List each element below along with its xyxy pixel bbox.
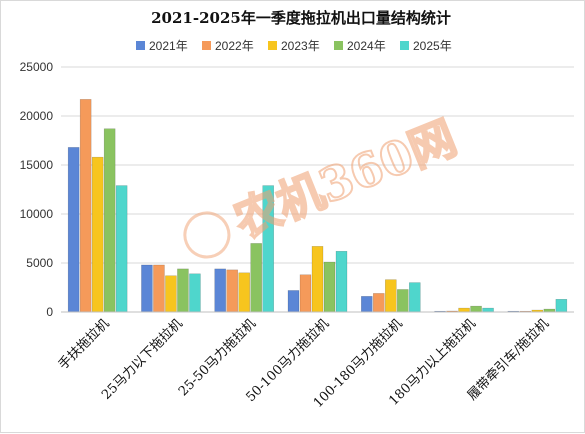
x-category-label: 25马力以下拖拉机 [99,316,186,403]
legend-swatch [400,41,409,50]
x-axis-labels: 手扶拖拉机25马力以下拖拉机25-50马力拖拉机50-100马力拖拉机100-1… [56,316,552,411]
legend-label: 2025年 [413,39,452,53]
bar [323,261,336,313]
bars [67,99,568,313]
bar [250,243,262,313]
bar [153,264,165,313]
legend: 2021年 2022年 2023年 2024年 2025年 [136,39,452,53]
legend-label: 2021年 [149,39,188,53]
bar [287,290,300,313]
x-category-label: 25-50马力拖拉机 [176,316,259,399]
bar [141,264,153,313]
gridlines [61,66,574,264]
bar [177,268,189,313]
watermark-text: 农机360网 [226,110,463,248]
bar [79,99,92,313]
y-tick-label: 20000 [20,109,54,123]
legend-swatch [136,41,145,50]
legend-label: 2023年 [281,39,320,53]
y-tick-label: 15000 [20,158,54,172]
bar [470,305,482,313]
bar [67,147,80,313]
bar [214,268,226,313]
watermark-logo-icon [183,211,231,259]
bar [458,307,470,313]
x-category-label: 履带牵引车/拖拉机 [464,316,552,404]
watermark: 农机360网 [183,109,465,259]
bar [238,272,250,313]
legend-swatch [268,41,277,50]
bar [226,269,238,313]
legend-swatch [334,41,343,50]
bar [373,293,385,313]
bar [115,185,128,313]
bar [482,307,494,313]
legend-label: 2022年 [215,39,254,53]
y-tick-label: 25000 [20,60,54,74]
bar [555,299,568,313]
bar [189,273,201,313]
bar [311,246,324,313]
bar [361,296,373,313]
bar [409,282,421,313]
legend-swatch [202,41,211,50]
bar [397,289,409,313]
bar [103,128,116,313]
y-tick-label: 10000 [20,207,54,221]
bar [91,156,104,313]
y-tick-label: 0 [46,305,53,319]
legend-label: 2024年 [347,39,386,53]
y-axis-ticks: 0 5000 10000 15000 20000 25000 [20,60,54,319]
bar [335,250,348,313]
bar [299,274,312,313]
bar [165,275,177,313]
chart-title: 2021-2025年一季度拖拉机出口量结构统计 [151,9,451,27]
y-tick-label: 5000 [26,256,53,270]
bar [385,279,397,313]
x-category-label: 手扶拖拉机 [56,316,113,373]
